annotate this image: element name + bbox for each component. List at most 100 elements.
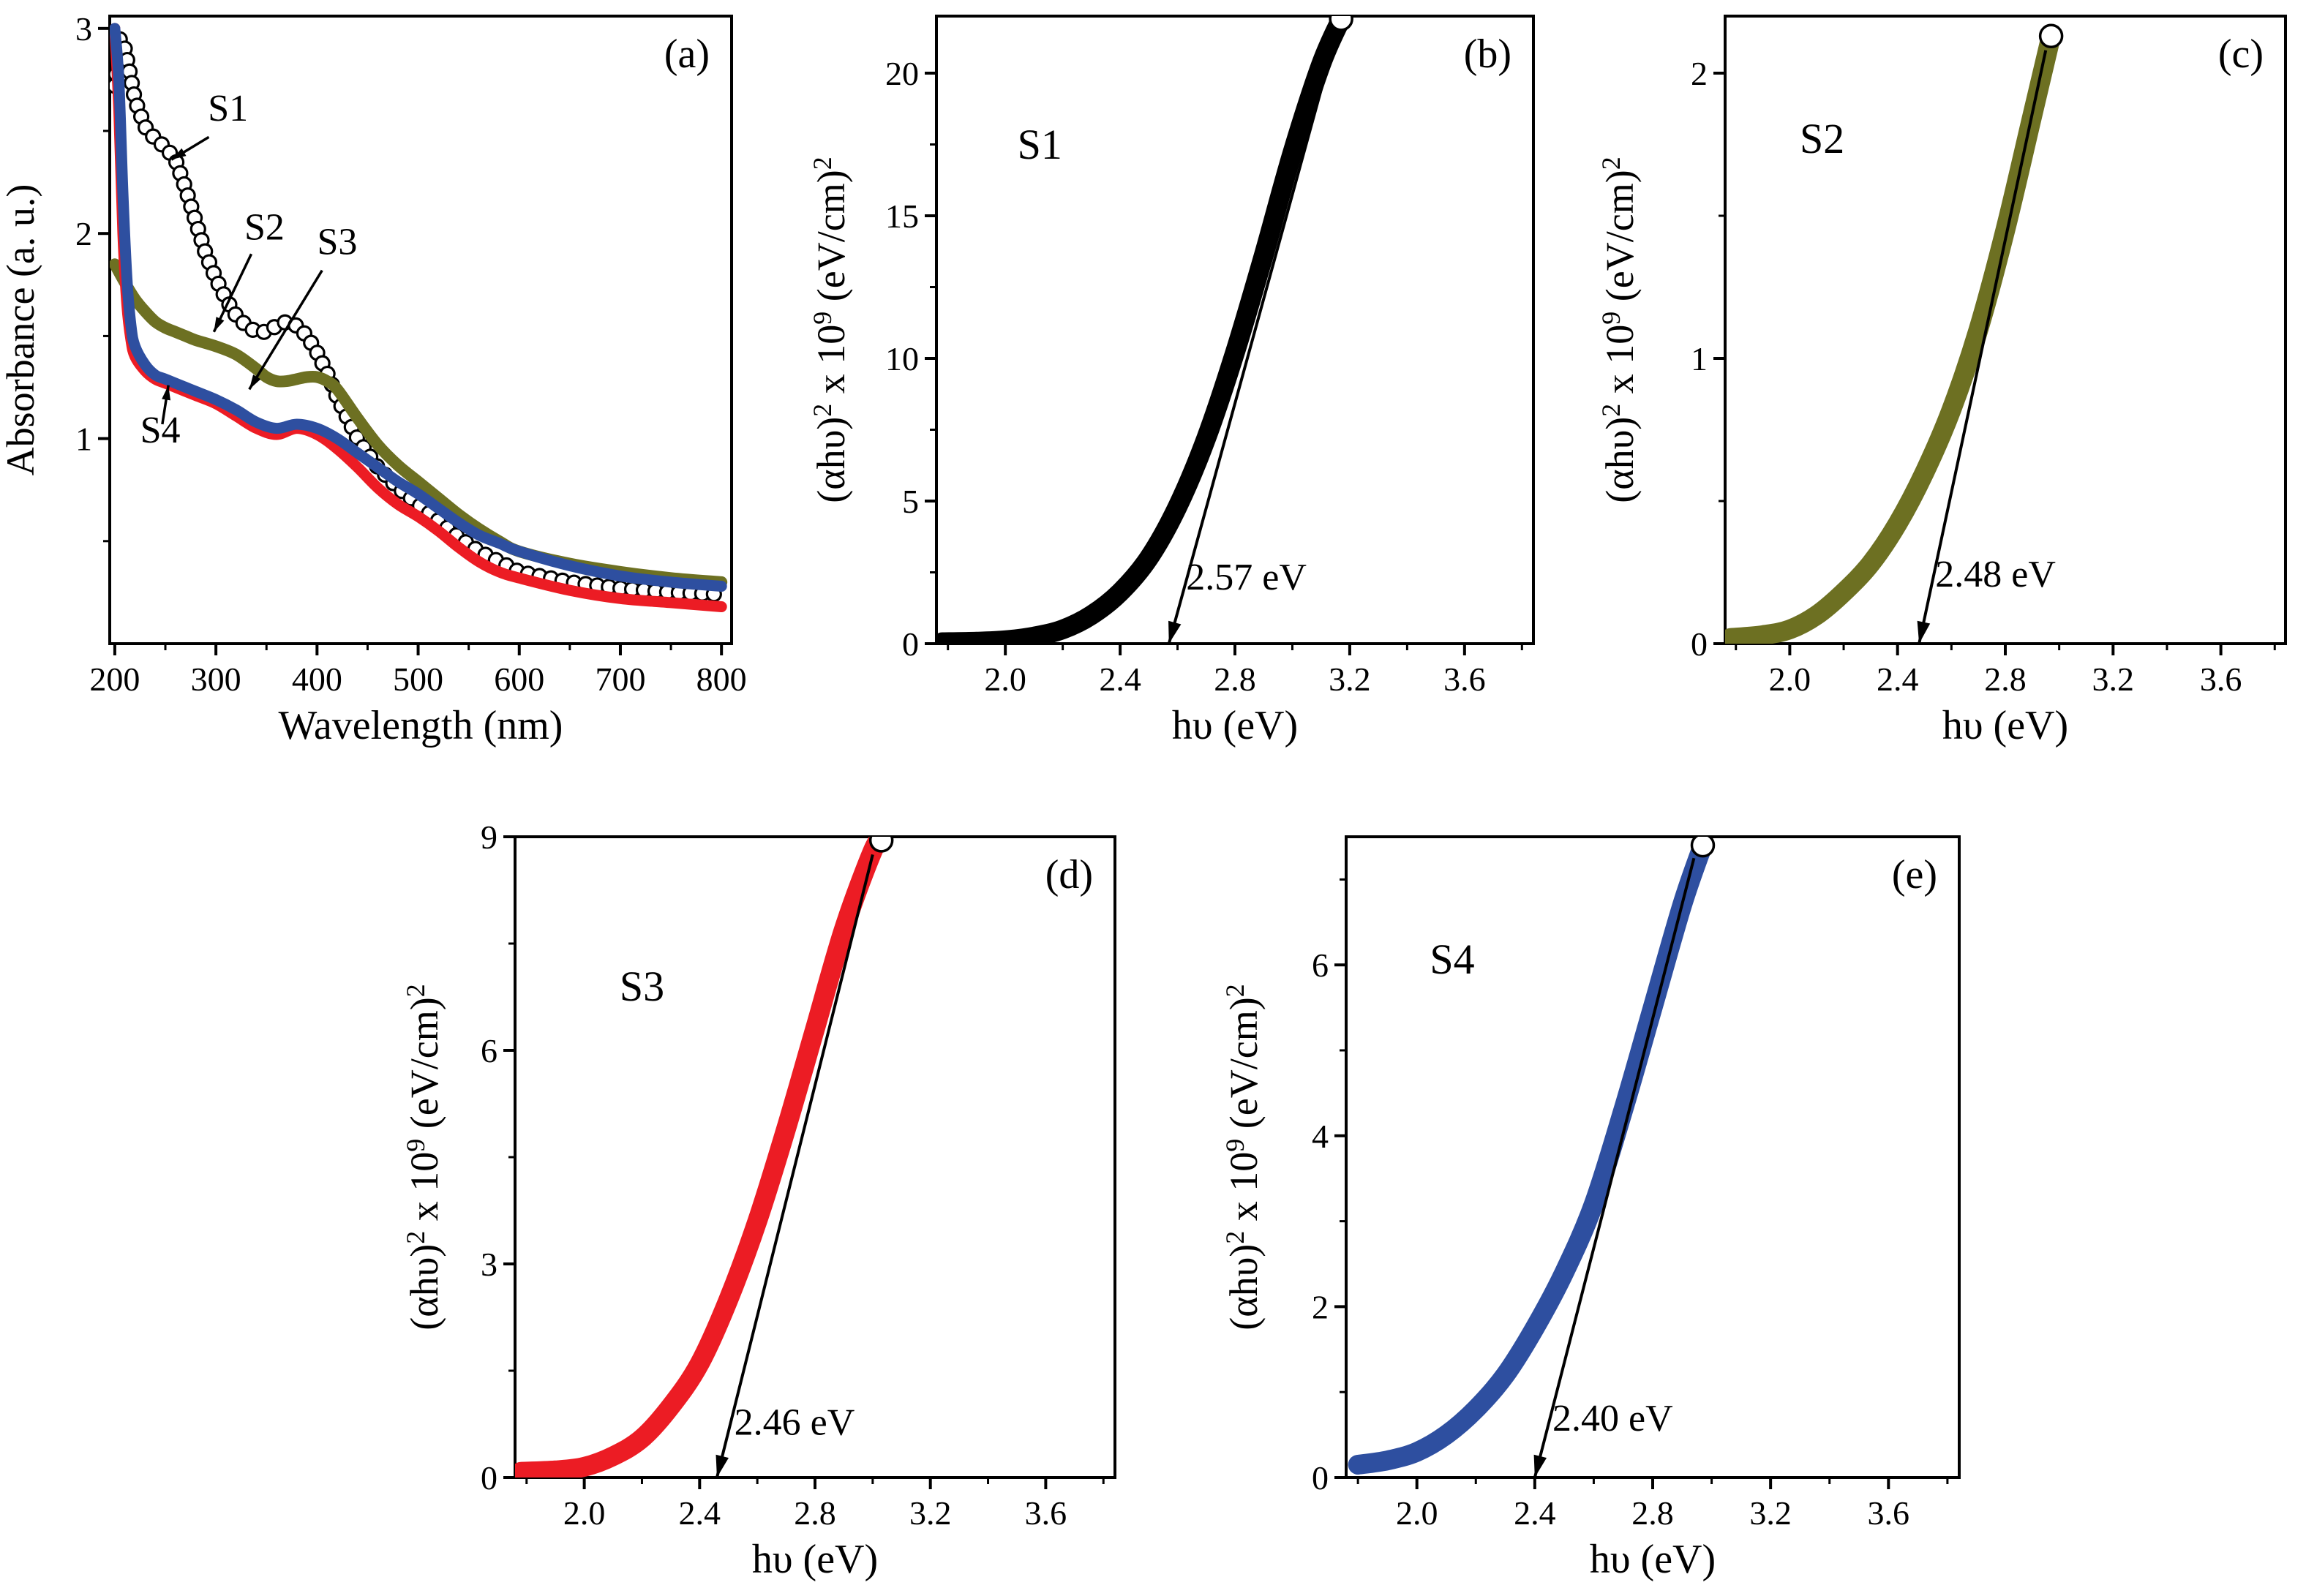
y-tick-label: 3: [75, 10, 92, 48]
y-tick-label: 2: [1691, 55, 1708, 92]
x-tick-label: 2.8: [1631, 1494, 1674, 1532]
y-tick-label: 1: [1691, 340, 1708, 377]
annotation-label: S1: [1018, 121, 1062, 168]
annotation-arrow: [248, 269, 323, 391]
annotation-label: 2.57 eV: [1186, 557, 1307, 598]
x-axis-title: Wavelength (nm): [279, 703, 563, 748]
x-axis-title: hυ (eV): [1172, 703, 1298, 748]
x-tick-label: 3.6: [1868, 1494, 1910, 1532]
x-axis-title: hυ (eV): [1942, 703, 2068, 748]
panel-d-tauc-s3: 2.0 2.4 2.8 3.2 3.6 0 3 6 9 hυ (eV) (αhυ)2 x 109 (…: [401, 818, 1133, 1595]
panel-a-chart: 200 300 400 500 600 700 800 1 2 3 Wavelength (nm) A…: [0, 10, 747, 748]
curve-end-marker: [868, 837, 894, 853]
tangent-line: [1533, 857, 1696, 1478]
y-tick-label: 1: [75, 421, 92, 458]
axes-frame: [1724, 15, 2287, 645]
x-tick-label: 600: [494, 660, 544, 698]
annotation-label: S2: [1800, 115, 1844, 162]
tangent-line: [1918, 50, 2048, 644]
plot-area: [1725, 26, 2062, 644]
panel-letter: (b): [1464, 31, 1511, 77]
x-tick-label: 2.4: [1877, 660, 1919, 698]
axes-frame: [514, 835, 1116, 1479]
annotation-label: S4: [140, 410, 181, 451]
curve-end-marker: [1329, 16, 1353, 31]
y-tick-label: 6: [481, 1032, 497, 1069]
y-axis-title: Absorbance (a. u.): [0, 184, 42, 476]
y-axis-title: (αhυ)2 x 109 (eV/cm)2: [811, 157, 853, 502]
x-tick-label: 2.4: [1099, 660, 1141, 698]
x-tick-label: 2.0: [563, 1494, 606, 1532]
panel-e-tauc-s4: 2.0 2.4 2.8 3.2 3.6 0 2 4 6 hυ (eV) (αhυ)2 x 109 (…: [1220, 821, 1977, 1595]
series-S2: [110, 258, 728, 588]
x-tick-label: 3.6: [1025, 1494, 1067, 1532]
x-tick-label: 2.4: [1514, 1494, 1556, 1532]
y-tick-label: 0: [481, 1459, 497, 1497]
panel-letter: (e): [1892, 852, 1937, 897]
y-tick-label: 4: [1312, 1118, 1329, 1155]
x-tick-label: 700: [595, 660, 645, 698]
axes-frame: [1345, 835, 1961, 1479]
tangent-line: [1167, 27, 1340, 644]
plot-area: [1348, 837, 1713, 1475]
y-axis-title: (αhυ)2 x 109 (eV/cm)2: [1599, 157, 1642, 502]
panel-letter: (c): [2218, 31, 2264, 77]
y-tick-label: 10: [885, 340, 919, 377]
x-tick-label: 2.0: [984, 660, 1026, 698]
series-S3: [110, 23, 727, 613]
axes-frame: [108, 15, 733, 645]
panel-b-tauc-s1: 2.0 2.4 2.8 3.2 3.6 0 5 10 15 20 hυ (eV) (αhυ)2 x 1…: [808, 0, 1551, 761]
x-tick-label: 3.6: [1443, 660, 1486, 698]
panel-letter: (a): [664, 31, 710, 77]
annotation-label: S3: [318, 221, 358, 263]
x-tick-label: 300: [191, 660, 241, 698]
plot-area: [936, 16, 1351, 644]
y-tick-label: 0: [1312, 1459, 1329, 1497]
x-tick-label: 3.2: [2092, 660, 2135, 698]
x-axis-title: hυ (eV): [752, 1537, 878, 1582]
y-axis-title: (αhυ)2 x 109 (eV/cm)2: [1223, 984, 1266, 1330]
x-tick-label: 3.6: [2200, 660, 2242, 698]
curve-end-marker: [2038, 23, 2064, 49]
x-tick-label: 500: [393, 660, 443, 698]
annotation-label: S1: [208, 88, 248, 129]
x-tick-label: 2.4: [679, 1494, 721, 1532]
series-S4: [1348, 837, 1713, 1475]
y-tick-label: 20: [885, 55, 919, 92]
series-S2: [1725, 26, 2062, 644]
y-tick-label: 2: [75, 215, 92, 252]
annotation-label: 2.46 eV: [735, 1402, 855, 1444]
x-tick-label: 2.0: [1396, 1494, 1438, 1532]
tangent-line: [716, 854, 874, 1478]
x-tick-label: 2.8: [1214, 660, 1256, 698]
x-tick-label: 2.0: [1769, 660, 1811, 698]
panel-b-chart: 2.0 2.4 2.8 3.2 3.6 0 5 10 15 20 hυ (eV) (αhυ)2 x 1…: [808, 15, 1535, 748]
annotation-label: S2: [244, 207, 285, 249]
panel-c-chart: 2.0 2.4 2.8 3.2 3.6 0 1 2 hυ (eV) (αhυ)2 x 109 (e…: [1596, 15, 2287, 748]
panel-c-tauc-s2: 2.0 2.4 2.8 3.2 3.6 0 1 2 hυ (eV) (αhυ)2 x 109 (e…: [1596, 0, 2303, 761]
y-tick-label: 5: [902, 483, 919, 520]
x-axis-title: hυ (eV): [1590, 1537, 1716, 1582]
annotation-label: S3: [620, 963, 664, 1010]
plot-area: [110, 23, 728, 613]
y-tick-label: 2: [1312, 1288, 1329, 1325]
panel-e-chart: 2.0 2.4 2.8 3.2 3.6 0 2 4 6 hυ (eV) (αhυ)2 x 109 (…: [1220, 835, 1961, 1582]
y-tick-label: 0: [1691, 625, 1708, 663]
panel-letter: (d): [1045, 852, 1093, 897]
annotation-label: S4: [1430, 936, 1474, 983]
y-tick-label: 0: [902, 625, 919, 663]
x-tick-label: 3.2: [1749, 1494, 1792, 1532]
curve-end-marker: [1690, 837, 1716, 858]
plot-area: [515, 837, 892, 1478]
panel-a-absorbance: 200 300 400 500 600 700 800 1 2 3 Wavelength (nm) A…: [0, 0, 747, 761]
annotation-label: 2.48 eV: [1935, 554, 2056, 595]
y-tick-label: 15: [885, 197, 919, 235]
y-tick-label: 9: [481, 821, 497, 856]
x-tick-label: 800: [696, 660, 746, 698]
panel-d-chart: 2.0 2.4 2.8 3.2 3.6 0 3 6 9 hυ (eV) (αhυ)2 x 109 (…: [401, 818, 1116, 1582]
x-tick-label: 2.8: [1984, 660, 2027, 698]
annotation-label: 2.40 eV: [1552, 1398, 1673, 1439]
x-tick-label: 3.2: [1329, 660, 1371, 698]
x-tick-label: 3.2: [909, 1494, 952, 1532]
